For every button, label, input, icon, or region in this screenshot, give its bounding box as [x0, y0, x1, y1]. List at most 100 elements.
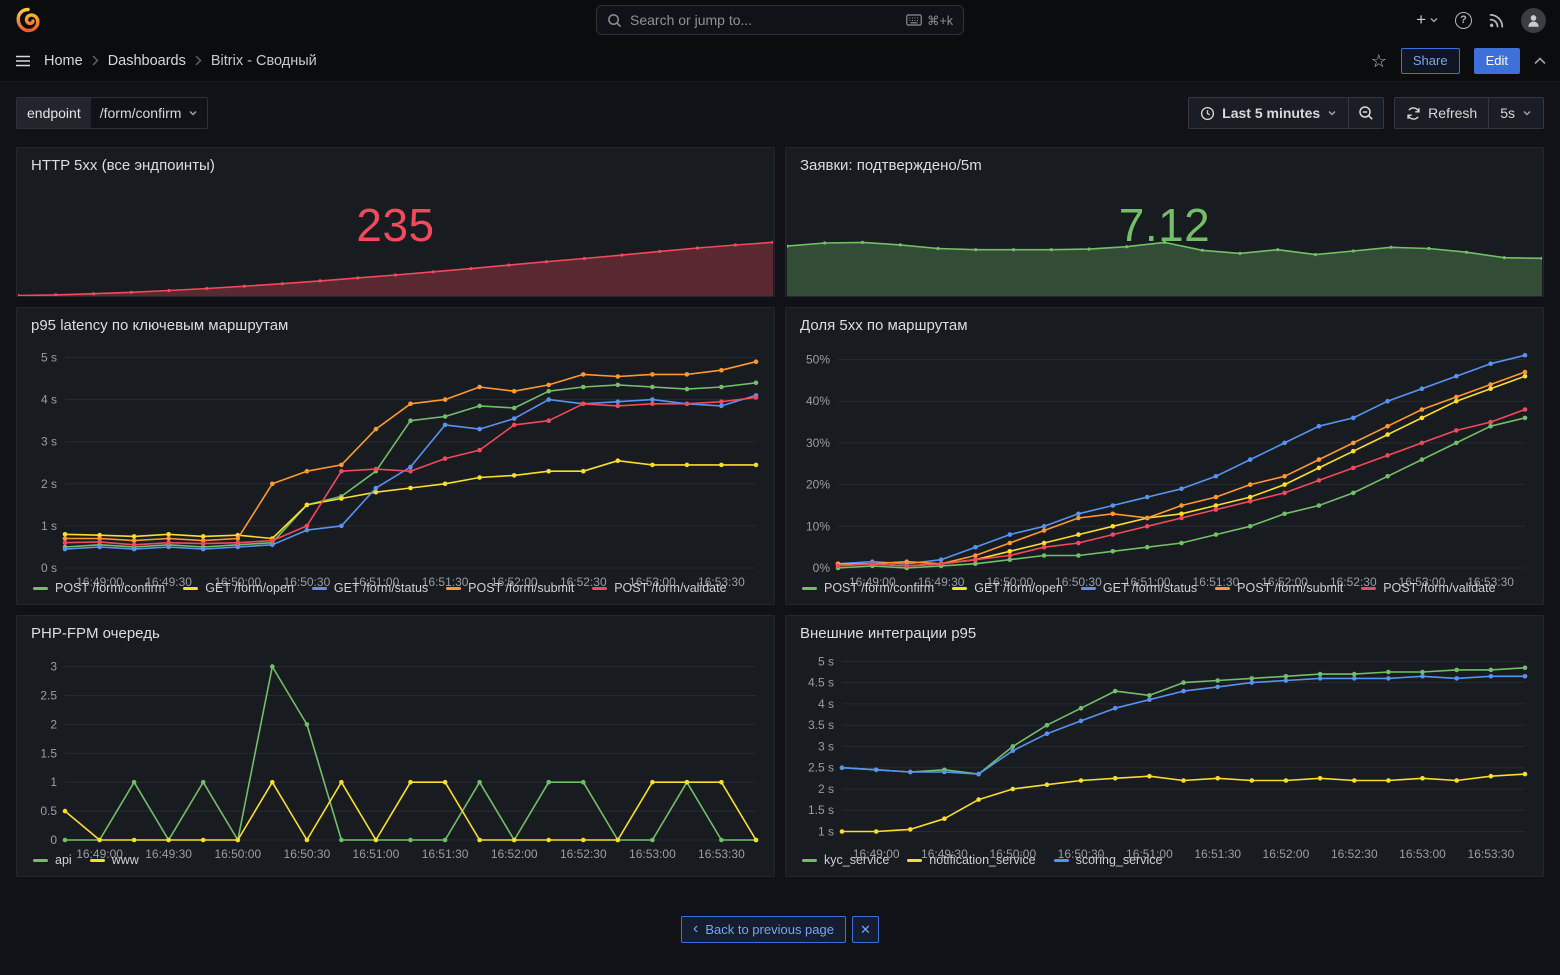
svg-text:16:51:00: 16:51:00 [1124, 575, 1171, 589]
legend-item[interactable]: POST /form/validate [1361, 581, 1496, 595]
legend-label: POST /form/confirm [55, 581, 166, 595]
timeseries-chart[interactable]: 0 s 1 s 2 s 3 s 4 s 5 s 16:49:00 16:49:30 16:50:… [19, 339, 768, 589]
legend-item[interactable]: POST /form/submit [1215, 581, 1343, 595]
svg-text:16:53:00: 16:53:00 [1399, 847, 1446, 861]
stat-value: 7.12 [1118, 198, 1211, 251]
svg-text:16:52:30: 16:52:30 [560, 847, 607, 861]
back-dismiss-button[interactable]: ✕ [851, 916, 879, 943]
svg-text:16:52:30: 16:52:30 [1331, 847, 1378, 861]
add-button[interactable]: + [1416, 10, 1439, 30]
svg-text:16:50:30: 16:50:30 [1055, 575, 1102, 589]
svg-text:16:49:00: 16:49:00 [849, 575, 896, 589]
time-range-picker[interactable]: Last 5 minutes [1188, 97, 1350, 129]
legend-item[interactable]: GET /form/status [311, 581, 428, 595]
search-icon [607, 13, 622, 28]
favorite-star-button[interactable]: ☆ [1370, 50, 1387, 71]
panel-title[interactable]: Заявки: подтверждено/5m [800, 157, 982, 174]
question-icon: ? [1455, 11, 1472, 29]
chart-legend: POST /form/confirm GET /form/open GET /for… [786, 578, 1543, 604]
dashboard-grid: HTTP 5xx (все эндпоинты) 235 Заявки: под… [0, 129, 1560, 877]
time-toolbar: Last 5 minutes Refresh 5s [1188, 97, 1544, 129]
breadcrumb-bar: Home Dashboards Bitrix - Сводный ☆ Share… [0, 40, 1560, 82]
timeseries-chart[interactable]: 1 s 1.5 s 2 s 2.5 s 3 s 3.5 s 4 s 4.5 s 5 s 16:49… [788, 647, 1537, 861]
svg-text:16:51:00: 16:51:00 [353, 575, 400, 589]
legend-swatch [1053, 858, 1069, 862]
edit-button[interactable]: Edit [1473, 47, 1520, 74]
panel-confirmed-requests-stat: Заявки: подтверждено/5m 7.12 [785, 147, 1544, 297]
panel-title[interactable]: Доля 5xx по маршрутам [800, 317, 968, 334]
legend-swatch [1215, 586, 1231, 590]
timeseries-chart[interactable]: 0% 10% 20% 30% 40% 50% 16:49:00 16:49:30 16:50:0… [788, 339, 1537, 589]
stat-value: 235 [356, 198, 435, 251]
svg-text:30%: 30% [806, 436, 830, 450]
legend-item[interactable]: POST /form/submit [446, 581, 574, 595]
legend-item[interactable]: POST /form/confirm [802, 581, 934, 595]
legend-label: api [55, 853, 72, 867]
menu-toggle-button[interactable] [14, 52, 32, 70]
legend-swatch [1361, 586, 1377, 590]
chevron-down-icon [189, 110, 197, 116]
svg-text:3 s: 3 s [41, 435, 57, 449]
svg-text:16:49:00: 16:49:00 [76, 575, 123, 589]
chart-legend: kyc_service notification_service scoring_s… [786, 850, 1543, 876]
svg-text:16:50:00: 16:50:00 [214, 847, 261, 861]
grafana-logo[interactable] [14, 6, 42, 34]
svg-text:16:52:00: 16:52:00 [1261, 575, 1308, 589]
panel-p95-latency: p95 latency по ключевым маршрутам 0 s 1 s… [16, 307, 775, 605]
endpoint-variable-dropdown[interactable]: endpoint /form/confirm [16, 97, 209, 129]
panel-external-integrations-p95: Внешние интеграции p95 1 s 1.5 s 2 s 2.5 s 3… [785, 615, 1544, 877]
timeseries-chart[interactable]: 0 0.5 1 1.5 2 2.5 3 16:49:00 16:49:30 16:50:00 16:… [19, 647, 768, 861]
legend-item[interactable]: api [33, 853, 72, 867]
legend-item[interactable]: www [89, 853, 139, 867]
refresh-interval-dropdown[interactable]: 5s [1489, 97, 1544, 129]
legend-item[interactable]: kyc_service [802, 853, 889, 867]
zoom-out-icon [1359, 106, 1373, 120]
search-input[interactable]: Search or jump to... ⌘+k [596, 5, 964, 35]
user-avatar[interactable] [1521, 7, 1546, 33]
panel-title[interactable]: p95 latency по ключевым маршрутам [31, 317, 289, 334]
breadcrumb-dashboards[interactable]: Dashboards [107, 52, 186, 69]
legend-swatch [802, 858, 817, 862]
svg-text:2.5: 2.5 [40, 689, 57, 703]
legend-label: POST /form/validate [1383, 581, 1496, 595]
refresh-button[interactable]: Refresh [1394, 97, 1490, 129]
breadcrumb-home[interactable]: Home [44, 52, 83, 69]
back-to-previous-page-button[interactable]: ‹ Back to previous page [681, 916, 846, 943]
refresh-interval-value: 5s [1500, 105, 1515, 121]
legend-item[interactable]: POST /form/confirm [33, 581, 165, 595]
share-button[interactable]: Share [1400, 47, 1460, 74]
chevron-up-icon [1534, 56, 1546, 64]
collapse-toolbar-button[interactable] [1534, 56, 1546, 65]
svg-text:16:52:30: 16:52:30 [560, 575, 607, 589]
legend-item[interactable]: GET /form/open [183, 581, 294, 595]
stat-sparkline [787, 238, 1542, 296]
svg-text:16:50:30: 16:50:30 [284, 575, 331, 589]
svg-text:1.5: 1.5 [40, 746, 57, 760]
svg-text:10%: 10% [806, 519, 830, 533]
panel-title[interactable]: HTTP 5xx (все эндпоинты) [31, 157, 215, 174]
dashboard-controls: endpoint /form/confirm Last 5 minutes Re… [0, 82, 1560, 129]
svg-text:16:49:00: 16:49:00 [853, 847, 900, 861]
legend-label: POST /form/validate [614, 581, 727, 595]
panel-title[interactable]: Внешние интеграции p95 [800, 625, 977, 642]
clock-icon [1201, 106, 1215, 120]
svg-text:16:53:30: 16:53:30 [1468, 847, 1515, 861]
legend-item[interactable]: GET /form/status [1080, 581, 1197, 595]
svg-text:3 s: 3 s [818, 739, 834, 753]
panel-title[interactable]: PHP-FPM очередь [31, 625, 160, 642]
chevron-down-icon [1523, 110, 1531, 116]
legend-item[interactable]: GET /form/open [952, 581, 1063, 595]
svg-text:16:51:30: 16:51:30 [1194, 847, 1241, 861]
legend-item[interactable]: notification_service [907, 853, 1036, 867]
person-icon [1528, 14, 1539, 27]
legend-item[interactable]: scoring_service [1053, 853, 1162, 867]
svg-text:4.5 s: 4.5 s [808, 676, 834, 690]
legend-item[interactable]: POST /form/validate [592, 581, 727, 595]
help-button[interactable]: ? [1455, 11, 1472, 29]
svg-text:0 s: 0 s [41, 561, 57, 575]
svg-text:16:49:30: 16:49:30 [145, 847, 192, 861]
zoom-out-time-button[interactable] [1349, 97, 1385, 129]
variable-label: endpoint [17, 98, 91, 128]
svg-text:16:53:00: 16:53:00 [629, 847, 676, 861]
news-rss-button[interactable] [1488, 12, 1505, 29]
